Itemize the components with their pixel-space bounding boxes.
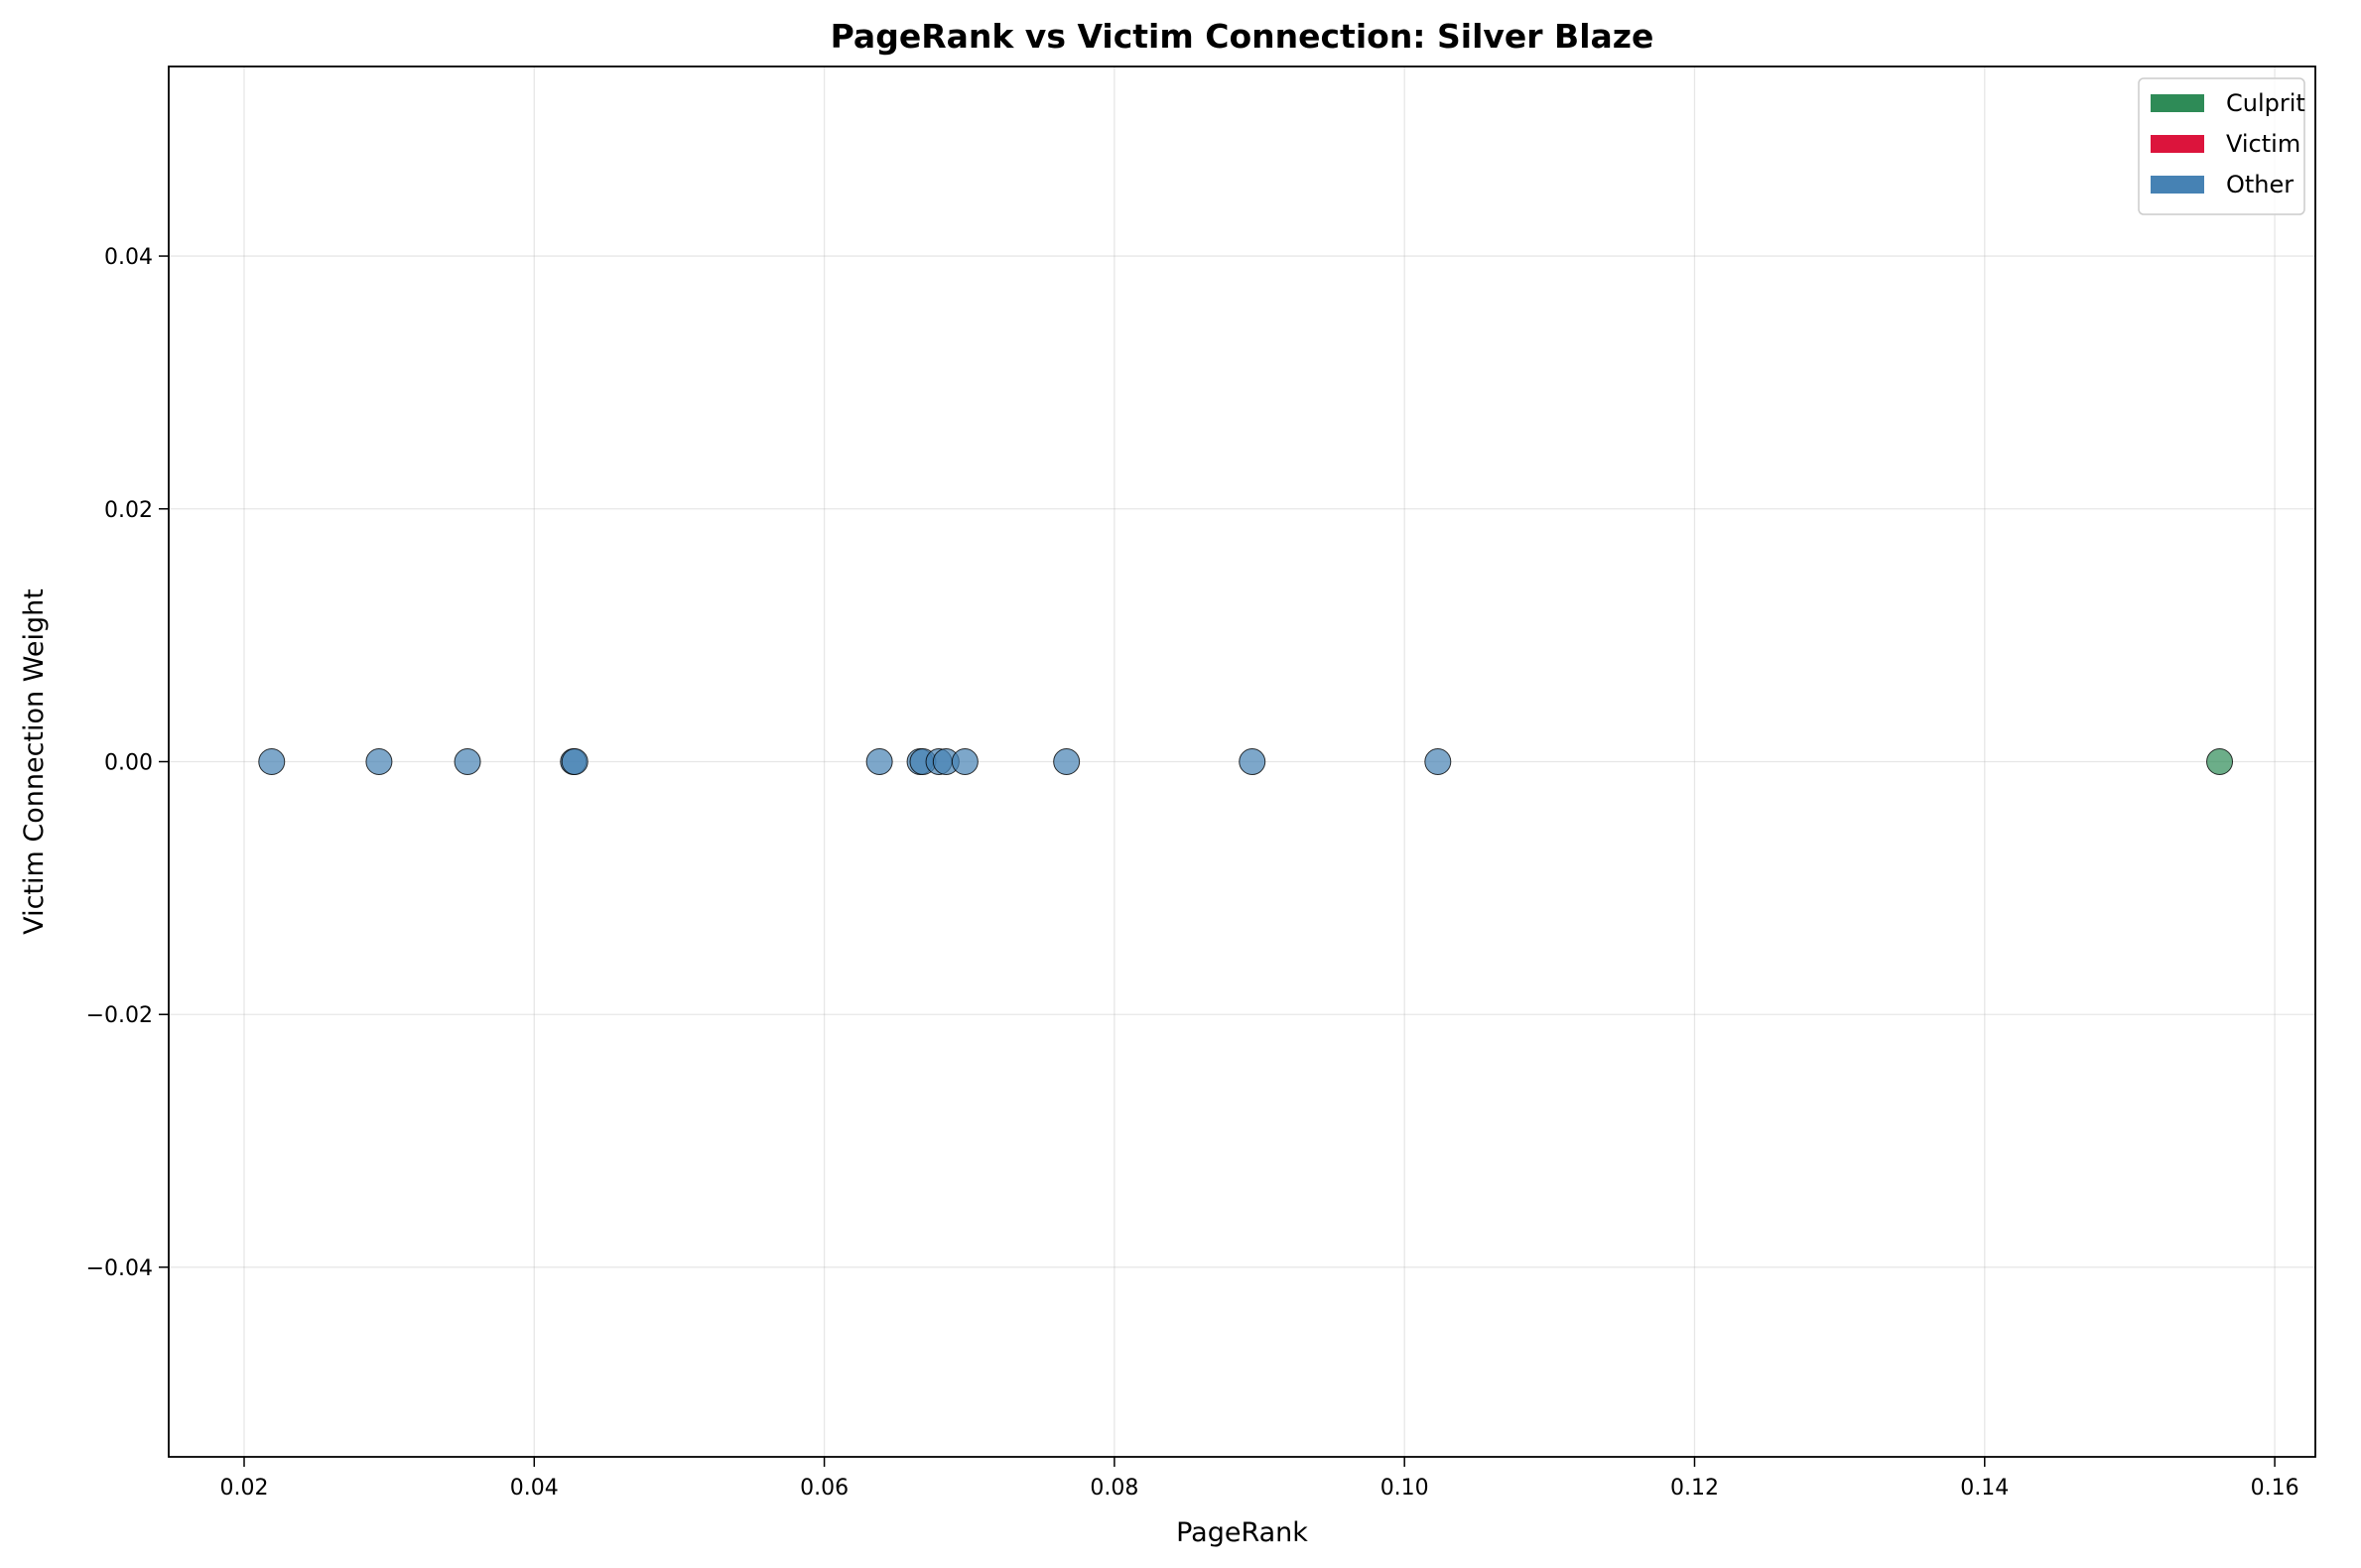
data-point-other bbox=[1424, 748, 1452, 775]
x-axis-title: PageRank bbox=[1176, 1517, 1308, 1548]
axis-ticks: 0.02 0.04 0.06 0.08 0.10 0.12 0.14 0.16 −0.04 −0.… bbox=[86, 245, 2299, 1501]
data-point-other bbox=[1239, 748, 1266, 775]
data-point-culprit bbox=[2206, 748, 2234, 775]
legend-swatch-other bbox=[2151, 176, 2204, 194]
legend-swatch-victim bbox=[2151, 135, 2204, 153]
legend-label-other: Other bbox=[2226, 171, 2294, 198]
y-tick-label: −0.04 bbox=[86, 1256, 153, 1281]
y-tick-label: 0.00 bbox=[104, 751, 153, 776]
y-axis-title: Victim Connection Weight bbox=[19, 588, 50, 935]
legend-label-culprit: Culprit bbox=[2226, 89, 2305, 117]
data-point-other bbox=[951, 748, 979, 775]
legend-label-victim: Victim bbox=[2226, 130, 2300, 158]
data-point-other bbox=[561, 748, 589, 775]
data-points bbox=[258, 748, 2234, 775]
x-tick-label: 0.12 bbox=[1670, 1476, 1719, 1501]
x-tick-label: 0.08 bbox=[1090, 1476, 1138, 1501]
x-tick-label: 0.14 bbox=[1960, 1476, 2009, 1501]
x-tick-label: 0.10 bbox=[1380, 1476, 1429, 1501]
y-tick-label: −0.02 bbox=[86, 1003, 153, 1028]
x-tick-label: 0.16 bbox=[2251, 1476, 2299, 1501]
legend: Culprit Victim Other bbox=[2138, 77, 2305, 215]
y-tick-label: 0.02 bbox=[104, 498, 153, 523]
x-tick-label: 0.04 bbox=[510, 1476, 559, 1501]
grid bbox=[169, 66, 2315, 1457]
y-tick-label: 0.04 bbox=[104, 245, 153, 270]
data-point-other bbox=[258, 748, 286, 775]
data-point-other bbox=[365, 748, 393, 775]
data-point-other bbox=[1053, 748, 1081, 775]
data-point-other bbox=[865, 748, 893, 775]
x-tick-label: 0.02 bbox=[220, 1476, 269, 1501]
legend-swatch-culprit bbox=[2151, 94, 2204, 112]
data-point-other bbox=[454, 748, 481, 775]
x-tick-label: 0.06 bbox=[800, 1476, 849, 1501]
chart-title: PageRank vs Victim Connection: Silver Bl… bbox=[831, 17, 1654, 56]
